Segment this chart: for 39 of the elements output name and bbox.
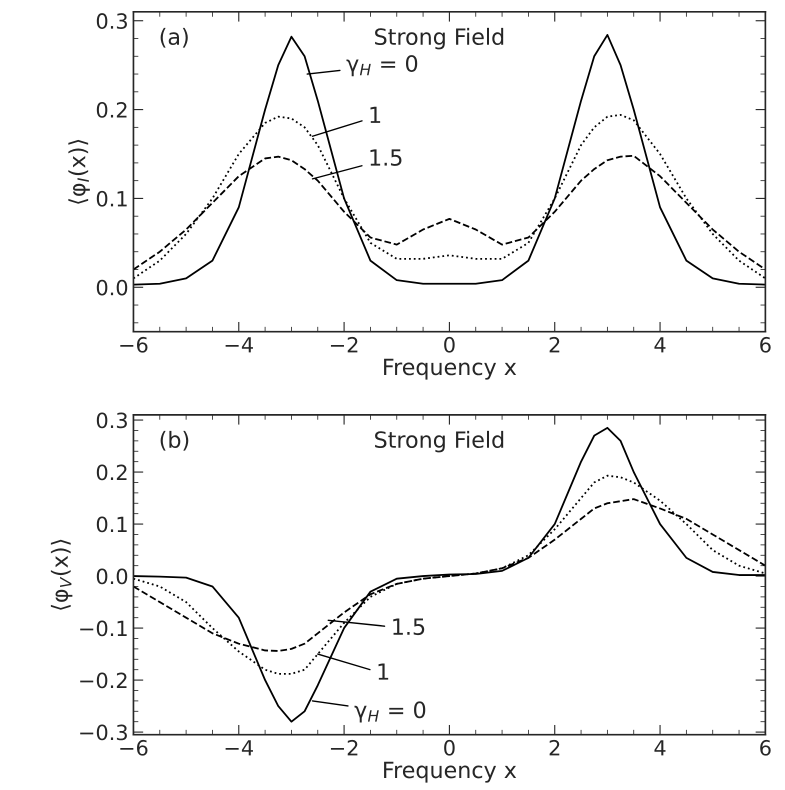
x-tick-label: 6: [760, 740, 771, 756]
x-tick-label: −4: [226, 740, 253, 756]
x-tick-label: −2: [330, 336, 358, 352]
x-axis-title: Frequency x: [384, 358, 516, 380]
x-tick-label: 0: [444, 336, 455, 353]
x-tick-label: −6: [120, 336, 148, 353]
y-tick-label: 0.0: [96, 568, 128, 584]
x-tick-label: 4: [654, 337, 666, 352]
x-axis-title: Frequency x: [384, 762, 516, 783]
annotation: γ$_{H}$ = 0: [346, 55, 418, 76]
annotation: 1.5: [370, 149, 402, 166]
y-axis-title: ⟨φ$_{V}$(x)⟩: [50, 540, 72, 610]
x-tick-label: −4: [226, 337, 253, 352]
x-tick-label: 2: [550, 336, 560, 352]
x-tick-label: 0: [444, 740, 455, 756]
x-tick-label: −2: [330, 740, 358, 756]
x-tick-label: 6: [760, 336, 771, 353]
y-tick-label: 0.2: [96, 464, 127, 480]
y-tick-label: −0.2: [80, 672, 126, 688]
y-axis-title: ⟨φ$_{I}$(x)⟩: [68, 140, 90, 204]
annotation: γ$_{H}$ = 0: [354, 701, 426, 723]
y-tick-label: 0.3: [96, 412, 127, 428]
y-tick-label: 0.0: [96, 280, 128, 296]
x-tick-label: −6: [120, 740, 148, 756]
x-tick-label: 4: [654, 740, 666, 756]
annotation: Strong Field: [375, 430, 504, 452]
y-tick-label: 0.1: [96, 190, 127, 207]
y-tick-label: −0.1: [80, 620, 127, 636]
y-tick-label: −0.3: [80, 724, 127, 740]
y-tick-label: 0.3: [96, 13, 127, 29]
annotation: (a): [160, 28, 188, 48]
y-tick-label: 0.2: [96, 102, 127, 118]
annotation: Strong Field: [375, 28, 504, 50]
annotation: 1: [370, 106, 380, 123]
annotation: 1.5: [393, 618, 424, 636]
x-tick-label: 2: [550, 740, 560, 756]
annotation: 1: [378, 663, 388, 680]
annotation: (b): [160, 430, 188, 451]
y-tick-label: 0.1: [96, 516, 127, 532]
